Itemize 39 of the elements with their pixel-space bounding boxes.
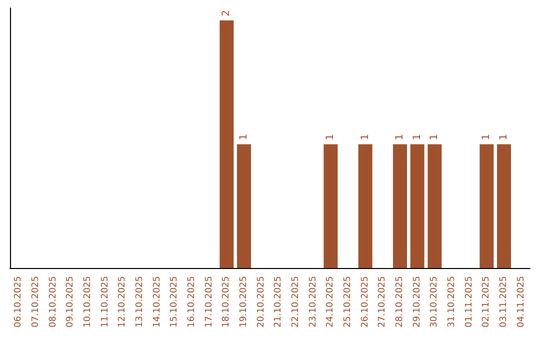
x-tick-label: 27.10.2025 [378, 276, 388, 328]
x-tick-label: 17.10.2025 [204, 276, 214, 328]
x-tick-label: 23.10.2025 [308, 276, 318, 328]
x-tick-label: 25.10.2025 [343, 276, 353, 328]
data-label: 1 [498, 134, 510, 140]
x-tick-label: 07.10.2025 [31, 276, 41, 328]
x-tick-label: 24.10.2025 [326, 276, 336, 328]
x-tick-label: 01.11.2025 [464, 276, 474, 328]
x-tick-label: 08.10.2025 [48, 276, 58, 328]
data-label: 1 [394, 134, 406, 140]
data-label: 1 [412, 134, 423, 140]
x-tick-label: 14.10.2025 [152, 276, 162, 328]
x-tick-label: 12.10.2025 [118, 276, 128, 328]
data-label: 1 [360, 134, 371, 140]
x-tick-label: 10.10.2025 [83, 276, 93, 328]
x-tick-label: 28.10.2025 [395, 276, 405, 328]
x-tick-label: 11.10.2025 [100, 276, 110, 328]
x-tick-label: 20.10.2025 [256, 276, 266, 328]
data-label: 1 [325, 134, 336, 140]
x-tick-label: 13.10.2025 [135, 276, 145, 328]
x-tick-label: 02.11.2025 [482, 276, 492, 328]
x-tick-label: 09.10.2025 [66, 276, 76, 328]
x-tick-label: 31.10.2025 [447, 276, 457, 328]
x-tick-label: 16.10.2025 [187, 276, 197, 328]
x-tick-label: 19.10.2025 [239, 276, 249, 328]
data-label: 2 [221, 10, 232, 16]
x-tick-label: 26.10.2025 [360, 276, 370, 328]
x-tick-label: 06.10.2025 [14, 276, 24, 328]
data-label: 1 [481, 134, 492, 140]
x-tick-label: 29.10.2025 [412, 276, 422, 328]
x-tick-label: 22.10.2025 [291, 276, 301, 328]
x-tick-label: 15.10.2025 [170, 276, 180, 328]
x-tick-label: 21.10.2025 [274, 276, 284, 328]
data-label: 1 [238, 134, 250, 140]
x-tick-label: 03.11.2025 [499, 276, 509, 328]
data-label: 1 [429, 134, 440, 140]
x-tick-label: 04.11.2025 [516, 276, 526, 328]
x-tick-label: 18.10.2025 [222, 276, 232, 328]
x-tick-label: 30.10.2025 [430, 276, 440, 328]
